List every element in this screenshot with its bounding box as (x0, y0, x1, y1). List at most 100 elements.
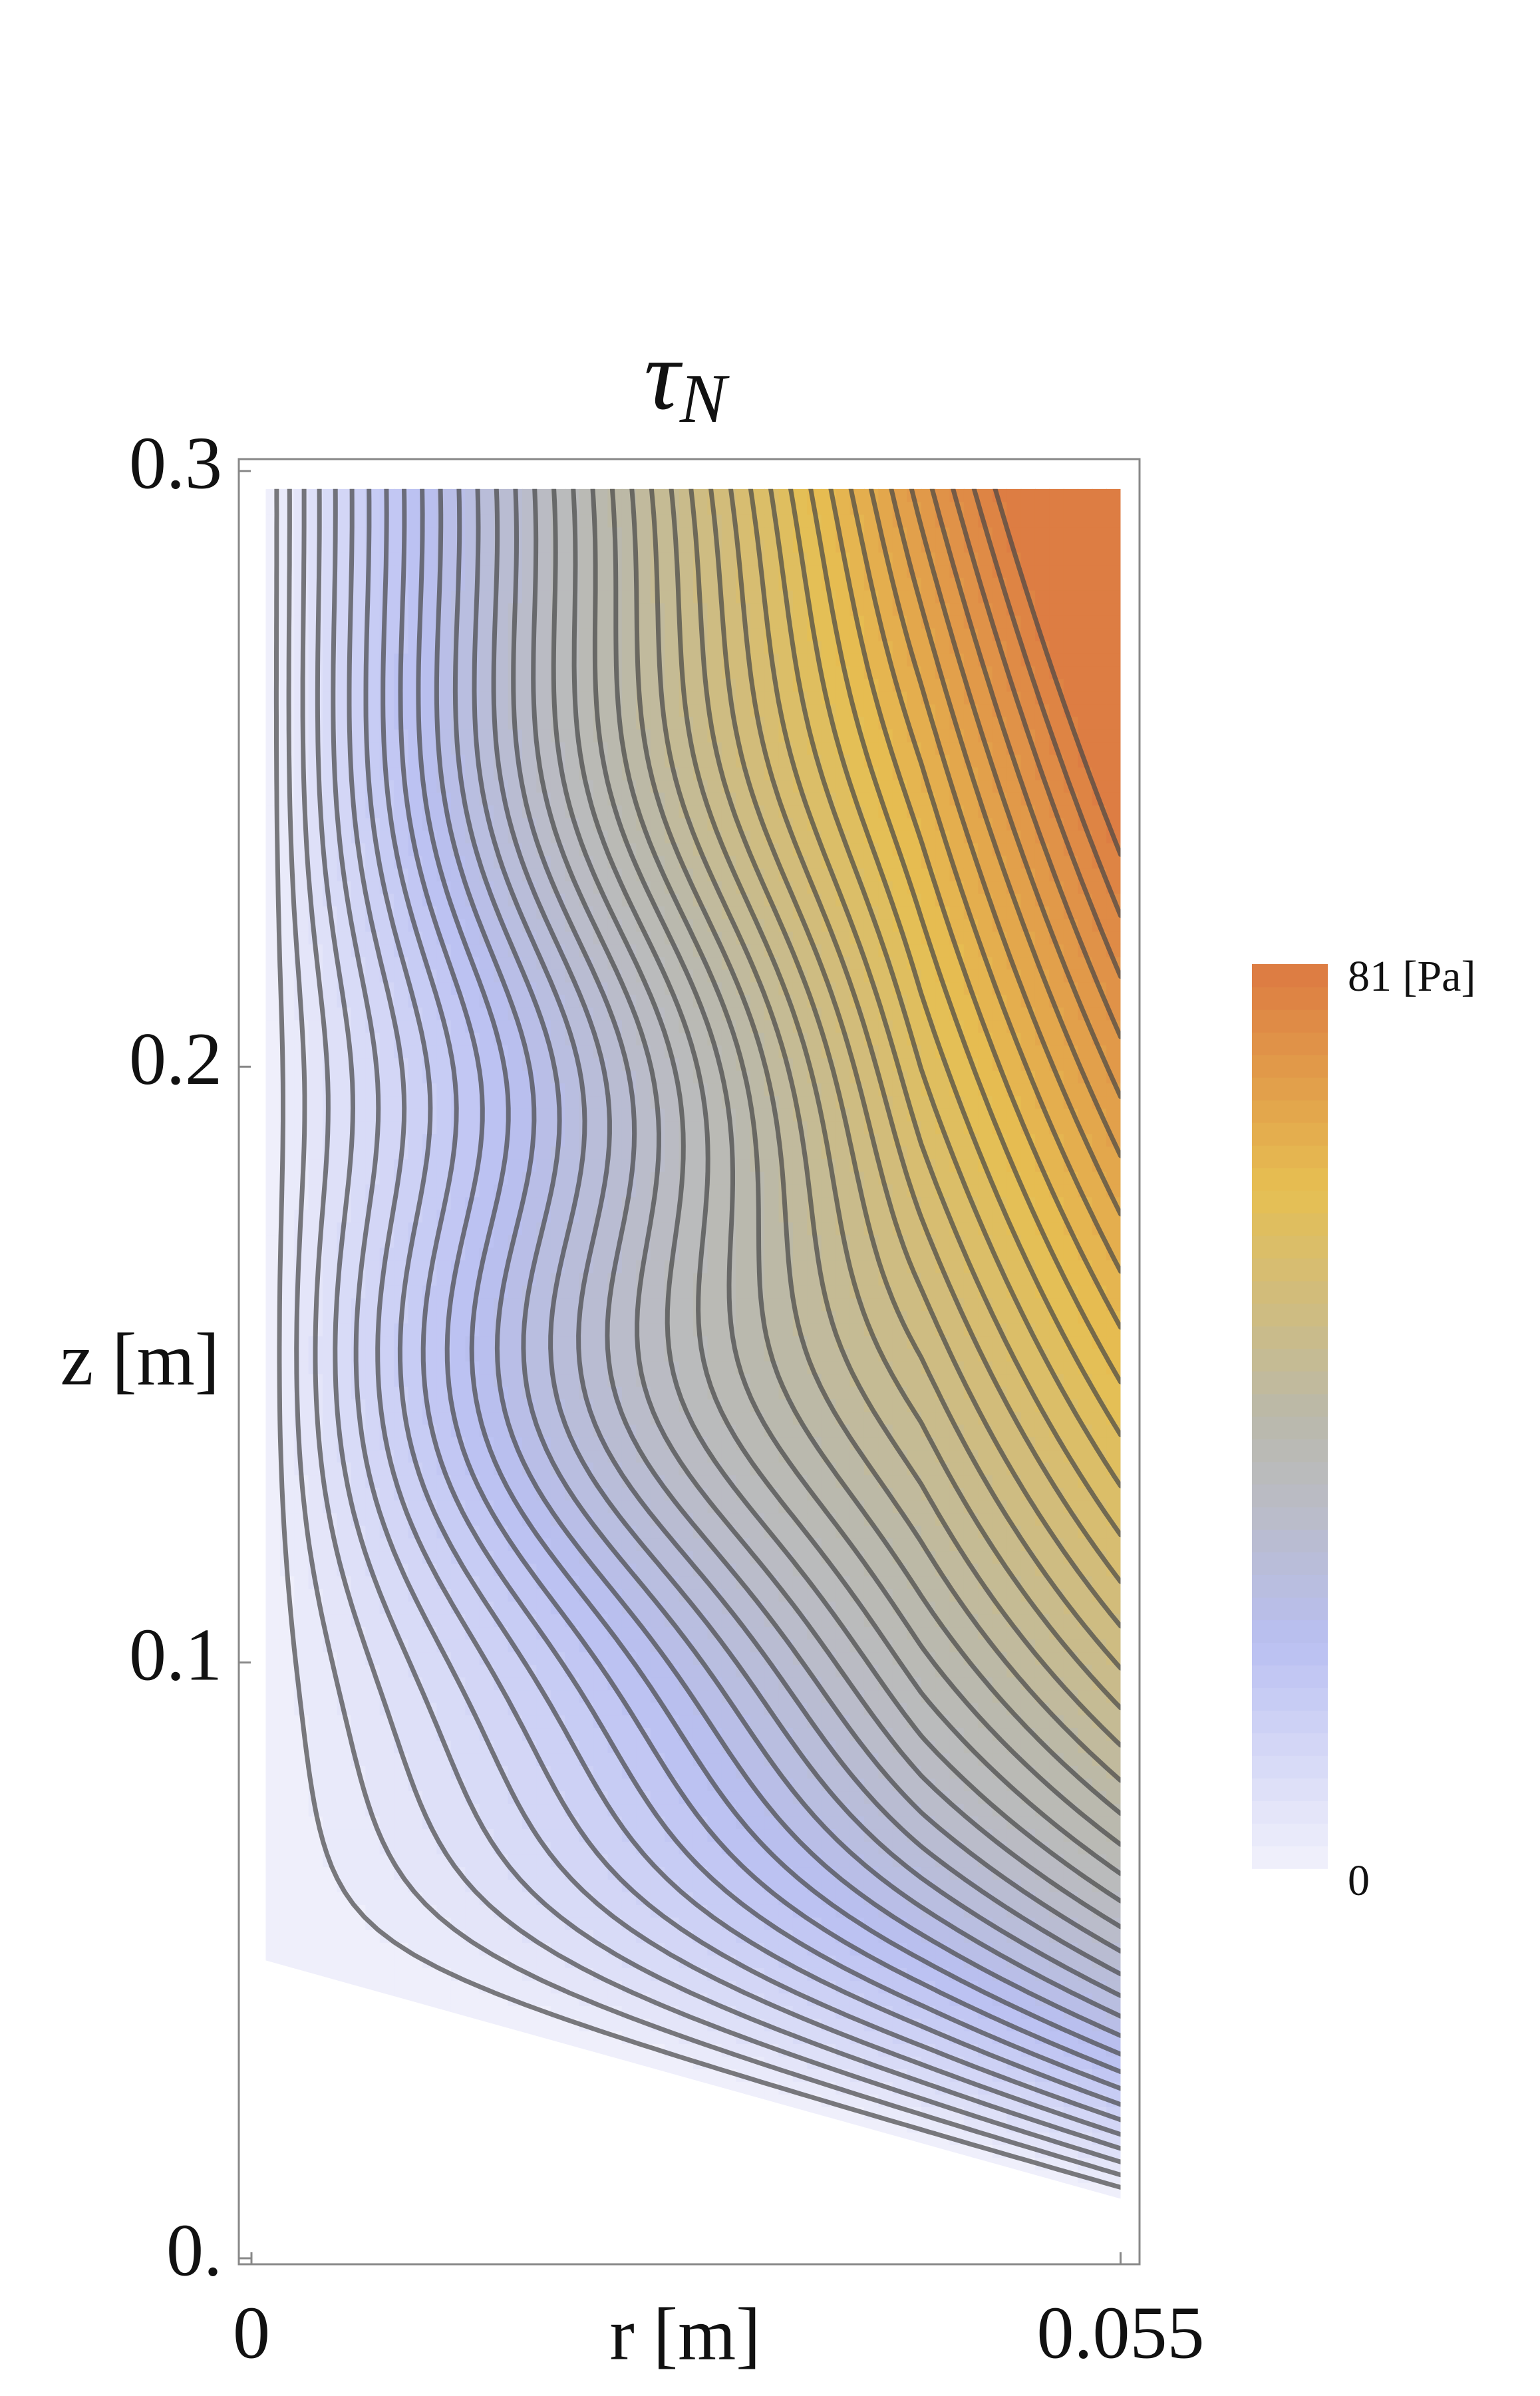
contour-band (693, 2233, 708, 2246)
contour-band (1020, 1462, 1036, 1476)
contour-band (1006, 1437, 1022, 1451)
contour-band (408, 1639, 423, 1653)
contour-band (621, 1803, 637, 1817)
contour-band (379, 2170, 394, 2183)
contour-band (1006, 1500, 1022, 1514)
contour-band (365, 1234, 381, 1248)
contour-band (849, 1411, 865, 1425)
contour-band (408, 2182, 423, 2196)
contour-band (1106, 1904, 1121, 1918)
contour-band (465, 2144, 480, 2158)
contour-band (565, 2170, 580, 2183)
contour-band (1034, 1854, 1050, 1868)
contour-band (736, 1335, 751, 1349)
contour-band (1078, 1854, 1093, 1868)
contour-band (494, 2069, 509, 2082)
contour-band (522, 2144, 538, 2158)
contour-band (836, 2246, 850, 2259)
contour-band (565, 1828, 580, 1842)
contour-band (494, 1702, 509, 1716)
contour-band (579, 1904, 594, 1918)
contour-band (1006, 2246, 1021, 2259)
contour-band (479, 1778, 494, 1792)
contour-band (365, 1993, 381, 2006)
contour-band (607, 2195, 623, 2199)
contour-band (579, 1335, 594, 1349)
contour-band (279, 1689, 295, 1703)
contour-band (565, 2069, 580, 2082)
contour-band (422, 2081, 438, 2095)
contour-band (536, 1285, 551, 1299)
contour-band (565, 2005, 580, 2019)
contour-band (436, 1500, 452, 1514)
contour-band (707, 1209, 722, 1223)
contour-band (294, 1841, 309, 1855)
contour-band (351, 2144, 367, 2158)
contour-band (565, 1601, 580, 1615)
contour-band (949, 2170, 965, 2183)
contour-band (365, 1753, 381, 1767)
contour-band (337, 2208, 351, 2221)
contour-band (408, 1563, 423, 1577)
contour-band (308, 1487, 323, 1501)
contour-band (764, 1209, 780, 1223)
contour-band (764, 1247, 780, 1261)
contour-band (892, 1348, 908, 1362)
contour-band (308, 2182, 323, 2196)
contour-band (508, 2119, 523, 2133)
contour-band (907, 1437, 922, 1451)
contour-band (764, 1512, 780, 1526)
contour-band (479, 1386, 494, 1400)
contour-band (721, 2119, 736, 2133)
contour-band (450, 2107, 466, 2120)
contour-band (736, 1474, 751, 1488)
contour-band (394, 1803, 409, 1817)
contour-band (978, 1601, 993, 1615)
contour-band (693, 2132, 708, 2145)
contour-band (479, 1626, 494, 1640)
contour-band (351, 1955, 367, 1968)
contour-band (1021, 2220, 1036, 2234)
contour-band (849, 1980, 865, 1993)
contour-band (992, 1791, 1007, 1804)
contour-band (536, 2157, 551, 2170)
contour-band (650, 1791, 665, 1804)
contour-band (651, 2220, 665, 2234)
contour-band (465, 2094, 480, 2107)
contour-band (536, 1462, 551, 1476)
contour-band (750, 1892, 765, 1905)
contour-band (607, 1968, 623, 1981)
contour-band (935, 1727, 951, 1741)
contour-band (665, 1411, 680, 1425)
contour-band (1078, 1689, 1093, 1703)
contour-band (593, 2094, 609, 2107)
contour-band (323, 1234, 338, 1248)
contour-band (935, 2195, 951, 2199)
contour-band (294, 2005, 309, 2019)
contour-band (408, 2005, 423, 2019)
contour-band (351, 1816, 367, 1830)
contour-band (265, 2031, 281, 2044)
contour-band (778, 1942, 794, 1956)
contour-band (479, 1335, 494, 1349)
contour-band (778, 1323, 794, 1337)
contour-band (892, 1424, 908, 1438)
contour-band (707, 1272, 722, 1286)
contour-band (422, 2119, 438, 2133)
contour-band (807, 1285, 822, 1299)
contour-band (750, 1753, 765, 1767)
contour-band (279, 2157, 295, 2170)
contour-band (1092, 1361, 1107, 1375)
contour-band (351, 2170, 367, 2183)
contour-band (451, 2220, 466, 2234)
contour-band (679, 1361, 694, 1375)
contour-band (308, 1841, 323, 1855)
contour-band (565, 2119, 580, 2133)
contour-band (651, 2208, 665, 2221)
contour-band (394, 2107, 409, 2120)
contour-band (878, 1651, 893, 1665)
contour-band (849, 1828, 865, 1842)
contour-band (978, 1614, 993, 1627)
contour-band (963, 1525, 979, 1539)
